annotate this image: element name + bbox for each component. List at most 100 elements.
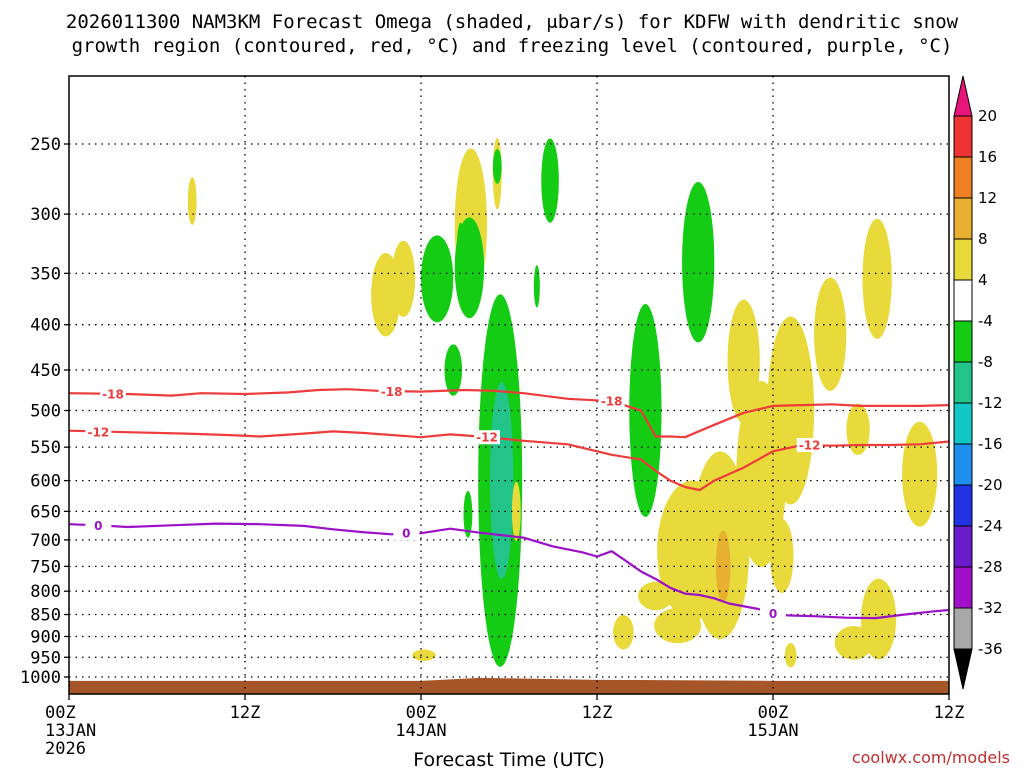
omega-region-31	[862, 218, 892, 339]
omega-region-34	[902, 421, 938, 527]
x-tick-label-0: 00Z	[45, 703, 76, 723]
colorbar-cap-bottom	[953, 648, 973, 690]
colorbar-swatch-9	[953, 443, 973, 486]
freezing-level-label-1: 0	[402, 527, 410, 541]
y-tick-label-350: 350	[30, 264, 61, 284]
colorbar-swatch-3	[953, 197, 973, 240]
x-tick-label-36: 12Z	[582, 703, 613, 723]
y-tick-label-800: 800	[30, 582, 61, 602]
y-tick-label-500: 500	[30, 402, 61, 422]
colorbar-swatch-12	[953, 566, 973, 609]
omega-region-18	[412, 649, 436, 661]
dgz-minus18-label-0: -18	[102, 388, 124, 402]
x-tick-date-48: 15JAN	[747, 721, 798, 741]
colorbar-swatch-5	[953, 279, 973, 322]
omega-region-9	[489, 382, 514, 579]
omega-region-17	[511, 481, 521, 542]
terrain-layer	[69, 677, 949, 694]
x-tick-label-60: 12Z	[934, 703, 965, 723]
x-tick-year-0: 2026	[45, 739, 86, 759]
colorbar-swatch-4	[953, 238, 973, 281]
dgz-minus18-label-bg-0	[100, 387, 126, 402]
dgz-minus12-label-bg-2	[796, 438, 823, 453]
x-tick-label-24: 00Z	[406, 703, 437, 723]
dgz-minus12-label-1: -12	[476, 431, 498, 445]
y-tick-label-1000: 1000	[20, 668, 61, 688]
colorbar-swatch-11	[953, 525, 973, 568]
freezing-level-label-bg-1	[393, 526, 420, 541]
omega-region-0	[187, 177, 197, 225]
y-tick-label-400: 400	[30, 316, 61, 336]
colorbar-label-3: 8	[978, 230, 988, 248]
omega-region-30	[846, 403, 870, 455]
x-tick-date-0: 13JAN	[45, 721, 96, 741]
omega-region-33	[834, 626, 873, 660]
dgz-minus18-label-2: -18	[601, 395, 623, 409]
colorbar-swatch-10	[953, 484, 973, 527]
contour-layer: -18 -18 -18 -12 -12 -12 0 0 0	[68, 384, 950, 621]
colorbar-swatch-6	[953, 320, 973, 363]
dgz-minus18-label-bg-2	[598, 394, 625, 409]
x-tick-label-48: 00Z	[758, 703, 789, 723]
colorbar-swatch-8	[953, 402, 973, 445]
colorbar-label-7: -12	[978, 394, 1003, 412]
dgz-minus12-label-bg-0	[85, 425, 112, 440]
y-tick-label-950: 950	[30, 648, 61, 668]
plot-frame	[68, 75, 950, 695]
y-tick-label-600: 600	[30, 472, 61, 492]
terrain-surface	[69, 677, 949, 694]
omega-region-16	[682, 181, 715, 343]
dgz-minus18-label-1: -18	[381, 385, 403, 399]
omega-region-27	[770, 519, 794, 593]
y-tick-label-850: 850	[30, 606, 61, 626]
y-tick-label-450: 450	[30, 361, 61, 381]
y-tick-label-550: 550	[30, 438, 61, 458]
y-tick-label-250: 250	[30, 135, 61, 155]
omega-region-2	[371, 253, 401, 337]
omega-region-15	[629, 304, 662, 517]
colorbar-label-8: -16	[978, 435, 1003, 453]
omega-region-11	[533, 265, 540, 308]
freezing-level-label-bg-2	[760, 606, 786, 621]
colorbar-label-9: -20	[978, 476, 1003, 494]
colorbar-label-5: -4	[978, 312, 993, 330]
freezing-level-label-bg-0	[85, 518, 112, 533]
y-axis: 2503003504004505005506006507007508008509…	[20, 135, 69, 688]
omega-region-28	[784, 643, 797, 668]
y-tick-label-300: 300	[30, 205, 61, 225]
y-tick-label-650: 650	[30, 502, 61, 522]
colorbar-label-13: -36	[978, 640, 1003, 658]
omega-region-35	[715, 530, 731, 603]
colorbar-label-10: -24	[978, 517, 1003, 535]
credit-link[interactable]: coolwx.com/models	[852, 748, 1010, 767]
chart-title-line-2: growth region (contoured, red, °C) and f…	[72, 35, 953, 57]
dgz-minus12-label-2: -12	[799, 439, 821, 453]
chart-title-line-1: 2026011300 NAM3KM Forecast Omega (shaded…	[66, 11, 959, 33]
omega-region-19	[613, 614, 634, 650]
omega-region-10	[541, 138, 559, 223]
y-tick-label-900: 900	[30, 627, 61, 647]
colorbar-swatch-1	[953, 115, 973, 158]
omega-region-14	[463, 490, 473, 538]
colorbar-label-1: 16	[978, 148, 997, 166]
colorbar-label-6: -8	[978, 353, 993, 371]
omega-shading-layer	[187, 137, 938, 668]
colorbar-label-4: 4	[978, 271, 988, 289]
colorbar-swatch-7	[953, 361, 973, 404]
colorbar-swatch-2	[953, 156, 973, 199]
freezing-level-label-0: 0	[94, 519, 102, 533]
omega-region-29	[814, 277, 847, 391]
colorbar-label-11: -28	[978, 558, 1003, 576]
freezing-level-line	[68, 522, 950, 620]
omega-region-7	[492, 148, 502, 184]
omega-region-5	[421, 235, 454, 323]
y-tick-label-750: 750	[30, 557, 61, 577]
colorbar-label-0: 20	[978, 107, 997, 125]
colorbar-label-2: 12	[978, 189, 997, 207]
dgz-minus12-label-0: -12	[87, 426, 109, 440]
x-tick-date-24: 14JAN	[395, 721, 446, 741]
colorbar-swatch-13	[953, 607, 973, 650]
y-tick-label-700: 700	[30, 531, 61, 551]
